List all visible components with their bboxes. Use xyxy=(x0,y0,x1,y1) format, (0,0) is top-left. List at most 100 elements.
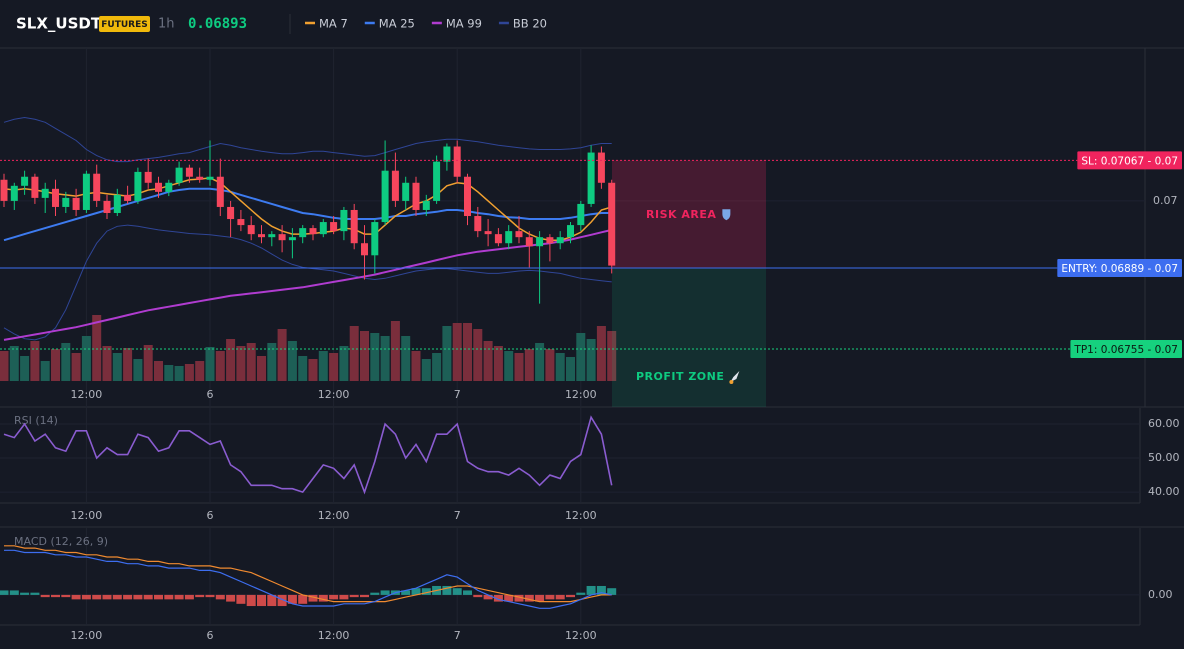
candle-body xyxy=(587,152,595,204)
y-tick-label: 0.00 xyxy=(1148,588,1173,601)
volume-bar xyxy=(411,351,421,381)
candle-body xyxy=(546,237,554,244)
volume-bar xyxy=(493,346,503,381)
histogram-bar xyxy=(246,594,256,607)
y-tick-label: 40.00 xyxy=(1148,485,1180,498)
candle-body xyxy=(402,182,410,201)
histogram-bar xyxy=(92,594,102,600)
candle-body xyxy=(113,194,121,213)
histogram-bar xyxy=(164,594,174,600)
candle-body xyxy=(433,161,441,201)
candle-body xyxy=(134,171,142,201)
interval: 1h xyxy=(158,17,175,32)
histogram-bar xyxy=(473,594,483,598)
volume-bar xyxy=(143,345,153,381)
volume-bar xyxy=(370,333,380,381)
candle-body xyxy=(361,243,368,256)
histogram-bar xyxy=(226,594,236,602)
badge: FUTURES xyxy=(101,20,147,30)
badge-bg xyxy=(99,16,150,32)
rocket-icon xyxy=(730,371,740,382)
profit-zone xyxy=(612,267,766,407)
candle-body xyxy=(155,182,162,192)
volume-bar xyxy=(576,333,586,381)
candle-body xyxy=(268,234,276,238)
candle-body xyxy=(319,222,327,235)
histogram-bar xyxy=(360,594,369,598)
x-tick-label: 12:00 xyxy=(318,509,350,522)
histogram-bar xyxy=(277,594,287,607)
ma-line xyxy=(3,228,612,341)
histogram-bar xyxy=(308,594,318,602)
x-tick-label: 7 xyxy=(454,629,461,642)
candle-body xyxy=(175,167,183,183)
legend-label: MA 7 xyxy=(319,17,348,31)
candle-body xyxy=(381,170,389,223)
candle-body xyxy=(103,200,111,213)
volume-bar xyxy=(318,351,328,381)
candle-body xyxy=(299,228,307,238)
histogram-bar xyxy=(576,592,586,595)
shield-icon xyxy=(722,209,731,221)
candle-body xyxy=(237,219,245,226)
candle-body xyxy=(41,188,49,198)
candle-body xyxy=(278,234,286,241)
histogram-bar xyxy=(205,594,215,598)
candle-body xyxy=(82,173,90,210)
volume-bar xyxy=(40,361,50,381)
volume-bar xyxy=(308,359,318,381)
candle-body xyxy=(309,228,317,235)
x-tick-label: 6 xyxy=(207,509,214,522)
macd-line xyxy=(4,549,612,609)
volume-bar xyxy=(473,329,483,381)
histogram-bar xyxy=(195,594,205,598)
histogram-bar xyxy=(267,594,277,607)
histogram-bar xyxy=(586,585,596,595)
volume-bar xyxy=(514,353,524,381)
histogram-bar xyxy=(215,594,225,600)
candle-body xyxy=(608,182,616,266)
histogram-bar xyxy=(380,590,390,595)
histogram-bar xyxy=(596,585,606,595)
volume-bar xyxy=(246,343,256,381)
candle-body xyxy=(10,185,18,201)
candle-body xyxy=(453,146,461,177)
histogram-bar xyxy=(370,592,380,595)
x-tick-label: 6 xyxy=(207,388,214,401)
volume-bar xyxy=(30,341,40,381)
level-label: TP1: 0.06755 - 0.07 xyxy=(1073,344,1178,356)
histogram-bar xyxy=(411,588,421,595)
histogram-bar xyxy=(287,594,297,604)
volume-bar xyxy=(287,341,297,381)
candle-body xyxy=(288,237,296,241)
ma-line xyxy=(3,177,612,241)
candle-body xyxy=(165,182,173,192)
candle-body xyxy=(371,222,379,256)
candle-body xyxy=(93,173,101,201)
histogram-bar xyxy=(555,594,565,600)
volume-bar xyxy=(452,323,462,381)
histogram-bar xyxy=(143,594,153,600)
x-tick-label: 7 xyxy=(454,388,461,401)
volume-bar xyxy=(555,353,565,381)
candle-body xyxy=(484,231,492,235)
volume-bar xyxy=(442,326,452,381)
histogram-bar xyxy=(545,594,555,600)
x-tick-label: 12:00 xyxy=(565,629,597,642)
histogram-bar xyxy=(514,594,524,602)
bb-upper xyxy=(3,116,612,163)
histogram-bar xyxy=(61,594,71,598)
histogram-bar xyxy=(401,590,411,595)
histogram-bar xyxy=(349,594,359,598)
candle-body xyxy=(474,216,482,232)
candle-body xyxy=(330,222,338,232)
candle-body xyxy=(412,182,420,210)
volume-bar xyxy=(535,343,545,381)
x-tick-label: 6 xyxy=(207,629,214,642)
x-tick-label: 7 xyxy=(454,509,461,522)
candle-body xyxy=(124,194,132,201)
histogram-bar xyxy=(318,594,328,602)
histogram-bar xyxy=(298,594,308,604)
